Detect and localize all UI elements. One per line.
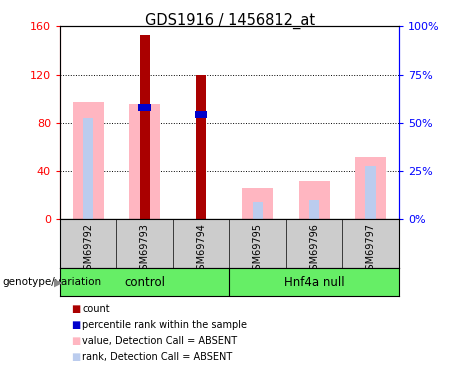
Text: ■: ■ bbox=[71, 336, 81, 346]
Bar bbox=[253, 202, 263, 219]
Bar bbox=[83, 118, 93, 219]
Text: GSM69796: GSM69796 bbox=[309, 223, 319, 276]
Bar bbox=[299, 181, 330, 219]
Text: percentile rank within the sample: percentile rank within the sample bbox=[82, 320, 247, 330]
Bar bbox=[196, 114, 206, 219]
Text: GSM69795: GSM69795 bbox=[253, 223, 263, 276]
Text: control: control bbox=[124, 276, 165, 289]
Text: ■: ■ bbox=[71, 352, 81, 362]
Text: GSM69793: GSM69793 bbox=[140, 223, 150, 276]
Bar bbox=[242, 188, 273, 219]
Text: GDS1916 / 1456812_at: GDS1916 / 1456812_at bbox=[145, 13, 316, 29]
Text: GSM69794: GSM69794 bbox=[196, 223, 206, 276]
Bar bbox=[196, 75, 206, 219]
Bar bbox=[73, 102, 104, 219]
Bar bbox=[355, 157, 386, 219]
Text: ■: ■ bbox=[71, 304, 81, 314]
Text: ■: ■ bbox=[71, 320, 81, 330]
Text: rank, Detection Call = ABSENT: rank, Detection Call = ABSENT bbox=[82, 352, 232, 362]
Bar bbox=[309, 200, 319, 219]
Bar bbox=[195, 111, 207, 118]
Text: genotype/variation: genotype/variation bbox=[2, 277, 101, 287]
Bar bbox=[366, 166, 376, 219]
Bar bbox=[129, 104, 160, 219]
Text: Hnf4a null: Hnf4a null bbox=[284, 276, 344, 289]
Text: GSM69797: GSM69797 bbox=[366, 223, 376, 276]
Text: ▶: ▶ bbox=[54, 278, 63, 287]
Bar bbox=[138, 104, 151, 111]
Text: value, Detection Call = ABSENT: value, Detection Call = ABSENT bbox=[82, 336, 237, 346]
Text: GSM69792: GSM69792 bbox=[83, 223, 93, 276]
Bar bbox=[140, 35, 150, 219]
Text: count: count bbox=[82, 304, 110, 314]
